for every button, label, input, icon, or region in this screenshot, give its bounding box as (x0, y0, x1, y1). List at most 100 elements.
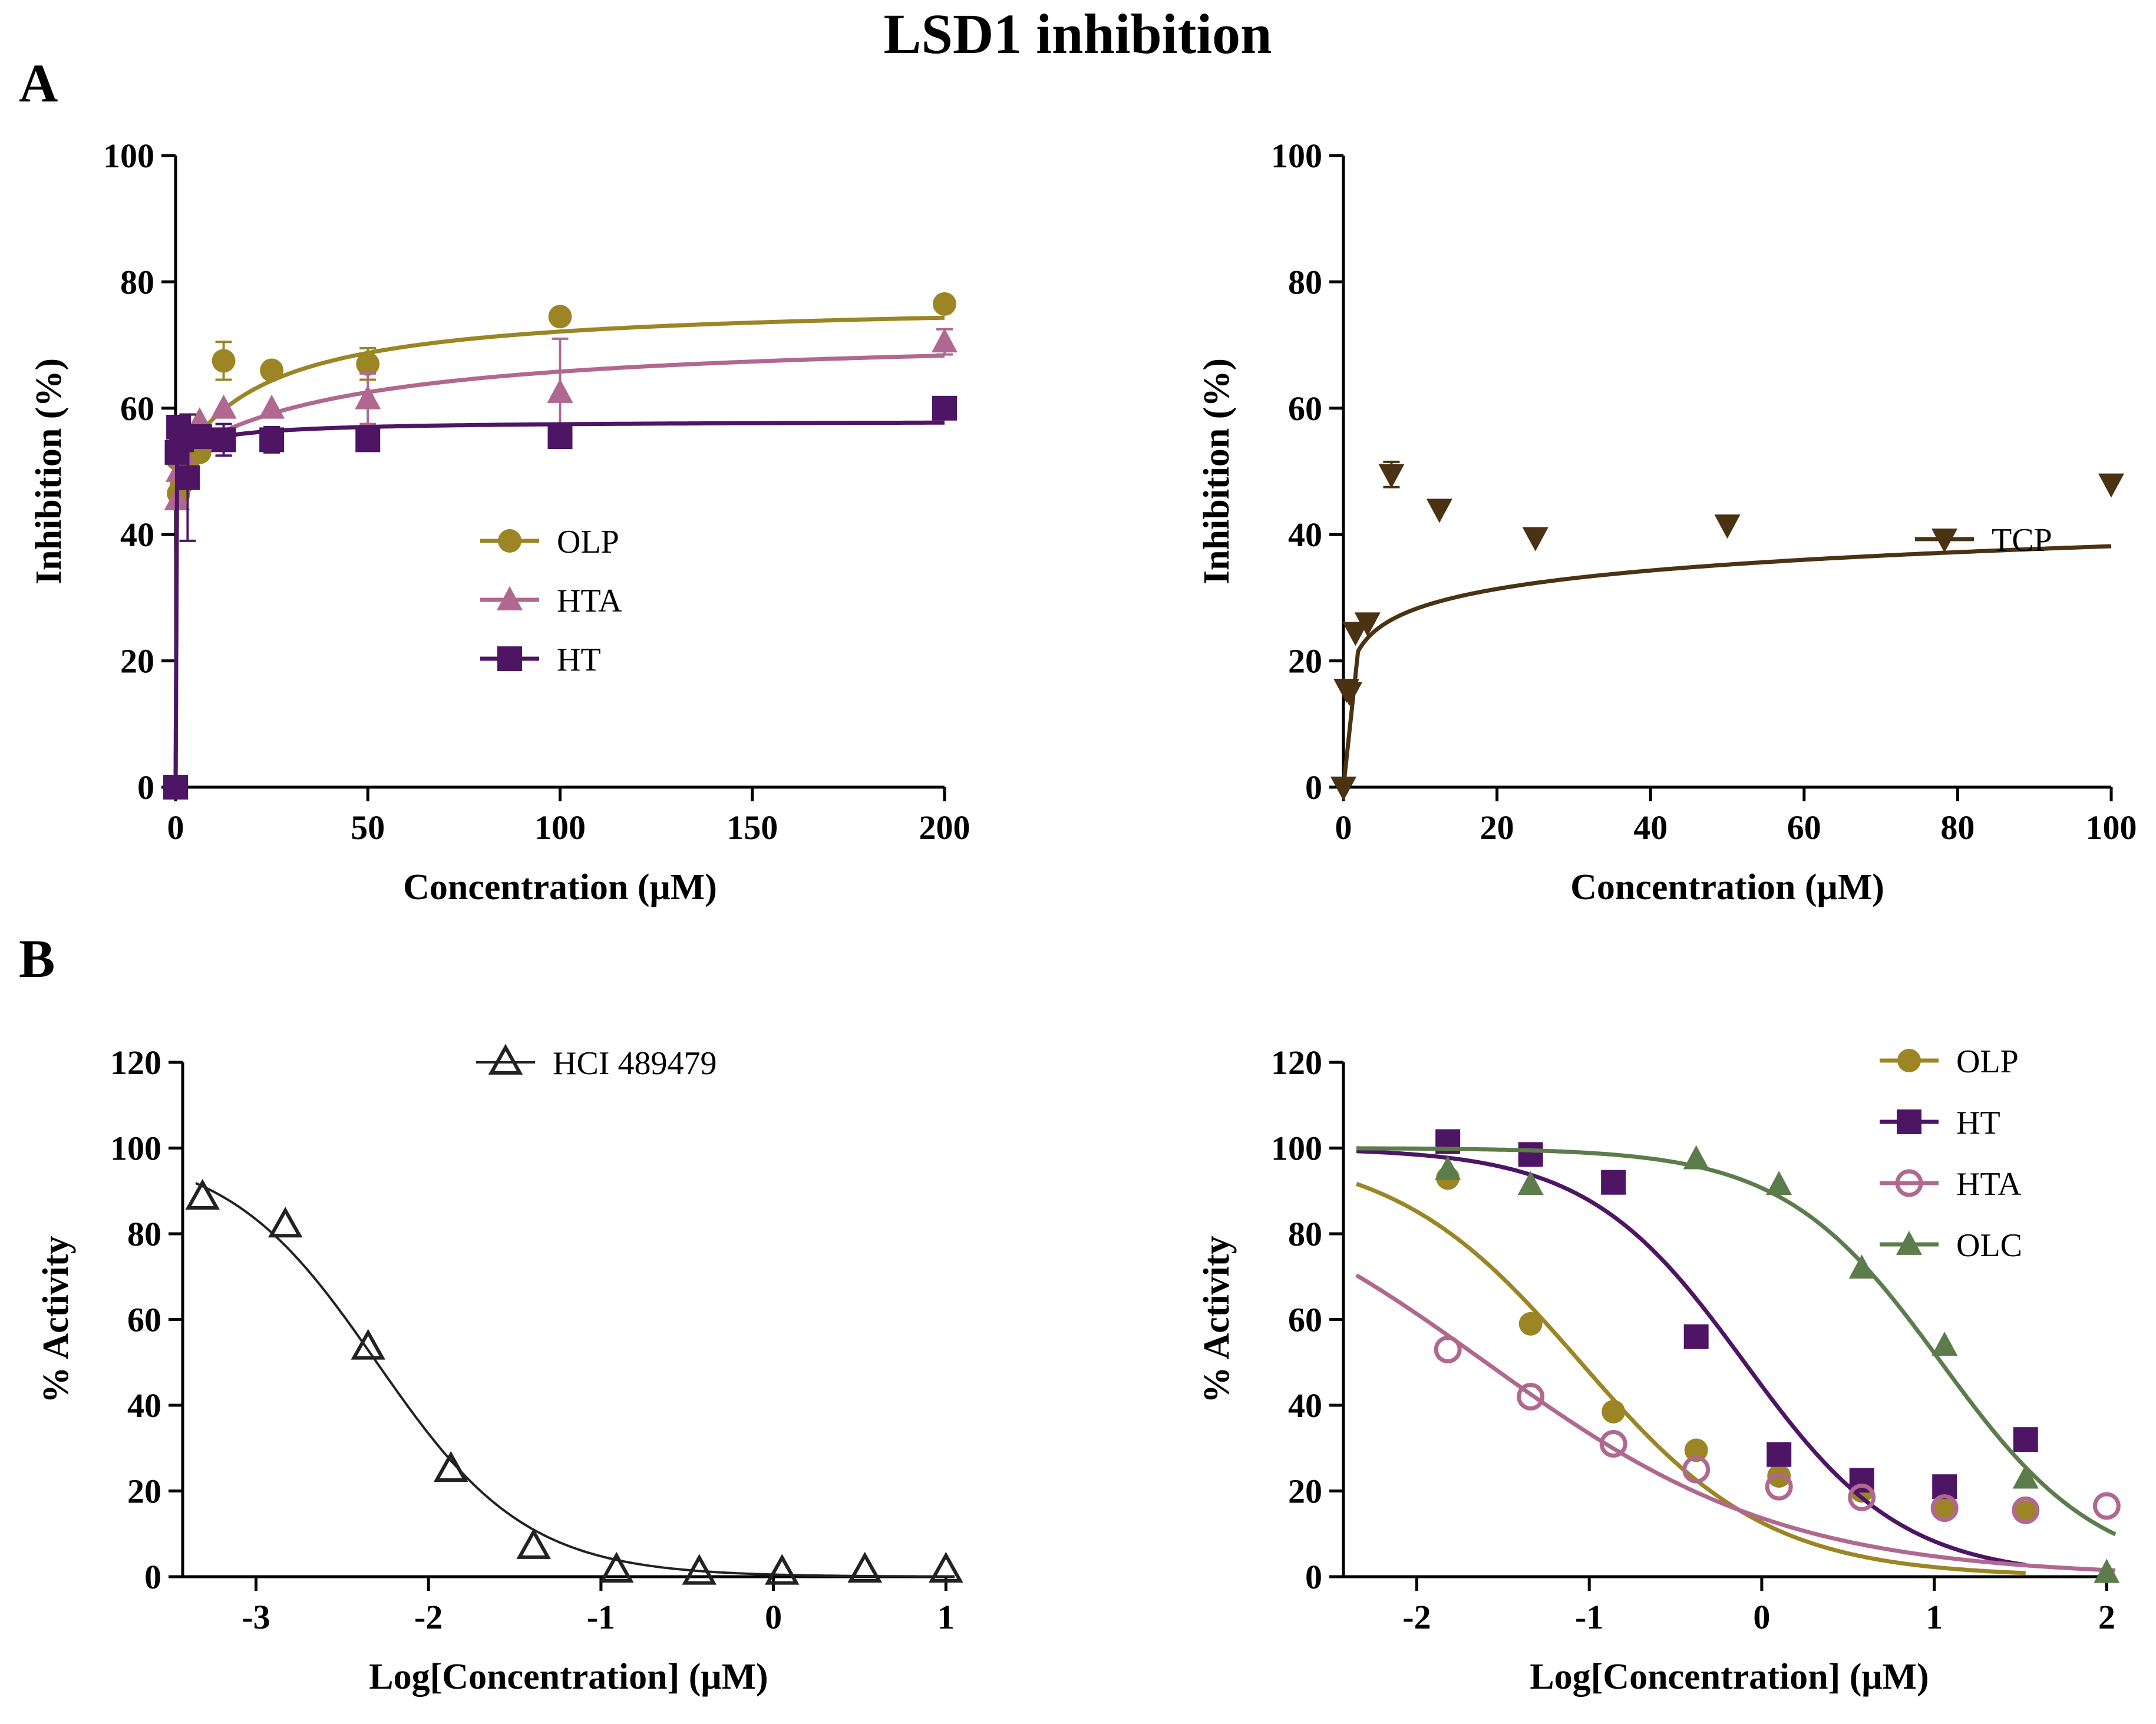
b1-point-hci-489479 (433, 1451, 468, 1482)
b2-series-olc (1356, 1145, 2120, 1583)
a2-x-tick-label: 20 (1480, 808, 1514, 847)
a1-legend-entry-hta: HTA (480, 583, 622, 619)
b1-x-tick-label: -2 (414, 1598, 443, 1636)
a2-legend-marker (1931, 529, 1958, 553)
b2-point-olc (2012, 1464, 2039, 1489)
a1-legend-entry-olp: OLP (480, 524, 619, 560)
a1-legend-entry-ht: HT (480, 642, 601, 678)
a2-point-tcp (1426, 498, 1452, 523)
b2-y-tick-label: 0 (1305, 1558, 1322, 1596)
b2-x-tick-label: -1 (1575, 1598, 1603, 1636)
b2-point-hta (1765, 1472, 1793, 1501)
a1-y-tick-label: 100 (103, 137, 154, 175)
b1-fit-curve-hci-489479 (195, 1182, 955, 1578)
b2-legend-marker (1896, 1230, 1923, 1255)
figure-title: LSD1 inhibition (884, 2, 1272, 65)
b1-point-hci-489479 (516, 1528, 552, 1559)
b2-point-ht (2013, 1427, 2038, 1452)
a1-y-axis-label: Inhibition (%) (29, 358, 69, 584)
a1-point-ht (932, 395, 957, 421)
a1-series-ht (163, 395, 957, 800)
b2-x-tick-label: 0 (1753, 1598, 1770, 1636)
b1-y-axis-label: % Activity (36, 1236, 76, 1403)
b2-legend-label: HTA (1956, 1166, 2022, 1203)
b2-point-olc (1848, 1254, 1875, 1279)
a2-x-tick-label: 80 (1940, 808, 1975, 847)
b2-x-tick-label: 2 (2098, 1598, 2115, 1636)
b2-legend-entry-olc: OLC (1880, 1227, 2022, 1264)
a1-point-olp (548, 305, 572, 329)
panel-label-a: A (19, 53, 58, 113)
a1-y-tick-label: 0 (137, 768, 154, 807)
b2-y-tick-label: 120 (1271, 1043, 1322, 1082)
a1-x-axis-label: Concentration (μM) (403, 867, 717, 907)
b2-point-hta (1434, 1335, 1462, 1363)
a1-y-tick-label: 60 (120, 389, 154, 428)
b2-legend-label: OLP (1956, 1043, 2019, 1080)
b2-legend-entry-hta: HTA (1880, 1166, 2022, 1203)
b1-y-tick-label: 80 (127, 1215, 161, 1253)
a2-y-tick-label: 20 (1288, 642, 1322, 681)
panel-label-b: B (19, 929, 55, 989)
a1-y-tick-label: 40 (120, 516, 154, 554)
a1-legend-label: HT (557, 642, 601, 678)
b2-series-ht (1356, 1129, 2038, 1567)
b2-x-tick-label: -2 (1402, 1598, 1431, 1636)
a2-x-tick-label: 40 (1633, 808, 1668, 847)
b1-point-hci-489479 (351, 1329, 385, 1360)
a1-x-tick-label: 0 (167, 808, 184, 847)
b1-x-tick-label: -3 (242, 1598, 270, 1636)
b2-point-hta (2012, 1496, 2040, 1524)
b2-fit-curve-olc (1356, 1146, 2117, 1537)
b1-y-tick-label: 120 (110, 1043, 161, 1082)
a1-point-hta (355, 385, 381, 409)
b2-legend-marker (1897, 1049, 1921, 1072)
a2-y-tick-label: 0 (1305, 768, 1322, 807)
b2-point-olp (1518, 1312, 1543, 1336)
a1-series-hta (162, 328, 958, 798)
b2-point-olp (1602, 1399, 1626, 1424)
b1-point-hci-489479 (599, 1551, 634, 1583)
b2-fit-curve-olp (1355, 1182, 2026, 1576)
b1-y-tick-label: 100 (110, 1129, 161, 1168)
b1-legend-label: HCI 489479 (553, 1045, 717, 1082)
a1-point-ht (355, 427, 381, 453)
a1-legend-label: OLP (557, 524, 619, 560)
a2-point-tcp (1354, 612, 1381, 637)
b2-point-olc (1517, 1171, 1544, 1195)
a2-point-tcp (1336, 682, 1363, 706)
a2-fit-curve-tcp (1341, 544, 2112, 789)
b2-y-axis-label: % Activity (1197, 1236, 1237, 1403)
b2-point-hta (1682, 1455, 1711, 1484)
b1-x-tick-label: 1 (937, 1598, 955, 1636)
a1-point-hta (931, 328, 958, 353)
a1-point-ht (211, 427, 236, 453)
b1-point-hci-489479 (764, 1554, 800, 1585)
a2-legend-entry-tcp: TCP (1915, 522, 2052, 559)
chart-a2-inhibition-tcp: 0 20 40 60 80 100 0 20 40 60 80 100 Concentration (μ… (1197, 137, 2137, 907)
a1-point-olp (212, 349, 236, 373)
a1-legend-marker (496, 586, 523, 610)
b2-point-olp (1684, 1438, 1708, 1462)
a1-point-olp (933, 292, 956, 316)
b2-legend-entry-olp: OLP (1880, 1043, 2019, 1080)
a2-x-tick-label: 100 (2086, 808, 2137, 847)
a1-point-ht (187, 424, 212, 450)
b2-point-hta (1599, 1430, 1627, 1458)
a1-point-hta (259, 394, 285, 419)
b1-point-hci-489479 (185, 1178, 220, 1210)
a1-point-hta (210, 394, 237, 419)
chart-b1-activity-hci: 0 20 40 60 80 100 120 -3 -2 -1 0 1 Log[Concentration… (36, 1043, 963, 1697)
a1-x-tick-label: 100 (534, 808, 586, 847)
b2-series-hta (1355, 1273, 2121, 1573)
b2-point-hta (1848, 1483, 1876, 1511)
b2-fit-curve-ht (1356, 1149, 2026, 1567)
b2-y-tick-label: 60 (1288, 1301, 1322, 1339)
b1-point-hci-489479 (847, 1551, 883, 1583)
b2-point-hta (1517, 1383, 1545, 1411)
a2-y-tick-label: 100 (1271, 137, 1322, 175)
b2-point-olc (2094, 1558, 2120, 1583)
a2-legend-label: TCP (1992, 522, 2052, 559)
a1-point-ht (175, 465, 200, 490)
a1-legend-marker (498, 529, 521, 553)
